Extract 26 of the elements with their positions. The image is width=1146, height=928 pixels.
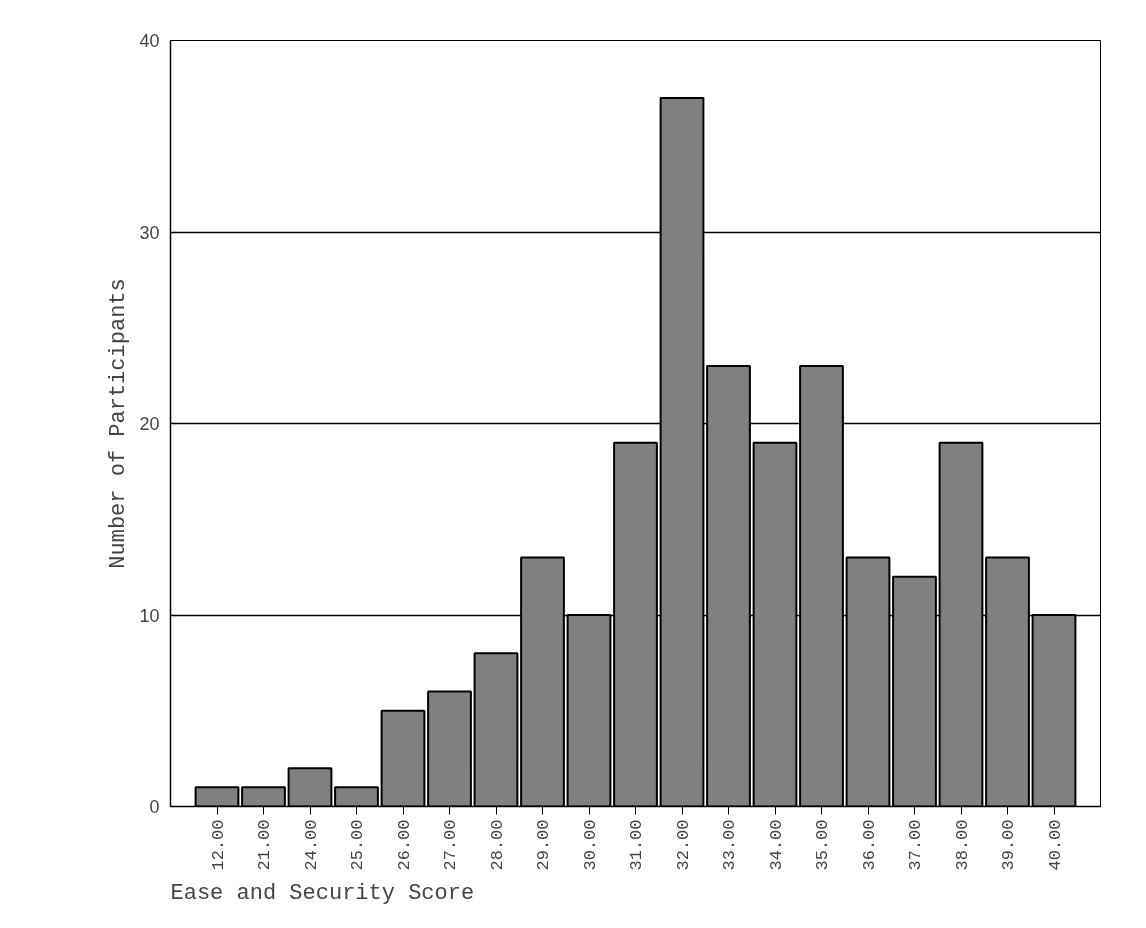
x-tick-label: 30.00	[580, 819, 600, 871]
x-tick-label: 37.00	[906, 819, 925, 871]
y-tick-label: 20	[139, 414, 160, 434]
x-tick-label: 32.00	[673, 819, 693, 871]
x-tick-label: 33.00	[720, 819, 739, 871]
x-tick-label: 26.00	[394, 819, 414, 871]
x-tick-label: 25.00	[348, 819, 367, 871]
y-axis-title: Number of Participants	[106, 278, 132, 569]
x-tick-label: 28.00	[487, 819, 507, 871]
x-tick-label: 36.00	[859, 819, 879, 871]
y-tick-label: 0	[149, 797, 160, 817]
x-axis-title: Ease and Security Score	[170, 880, 475, 906]
x-tick-label: 24.00	[301, 819, 321, 871]
y-tick-label: 30	[139, 222, 160, 243]
x-tick-label: 35.00	[813, 819, 832, 871]
x-tick-label: 40.00	[1045, 819, 1065, 871]
x-tick-label: 21.00	[255, 819, 274, 871]
x-tick-label: 34.00	[766, 819, 786, 871]
x-tick-label: 38.00	[952, 819, 972, 871]
x-tick-label: 31.00	[627, 819, 646, 871]
x-tick-label: 27.00	[441, 819, 460, 871]
y-tick-label: 40	[139, 31, 160, 51]
x-tick-label: 29.00	[534, 819, 553, 871]
y-tick-label: 10	[139, 605, 160, 626]
x-tick-label: 12.00	[208, 819, 228, 871]
x-tick-label: 39.00	[999, 819, 1018, 871]
